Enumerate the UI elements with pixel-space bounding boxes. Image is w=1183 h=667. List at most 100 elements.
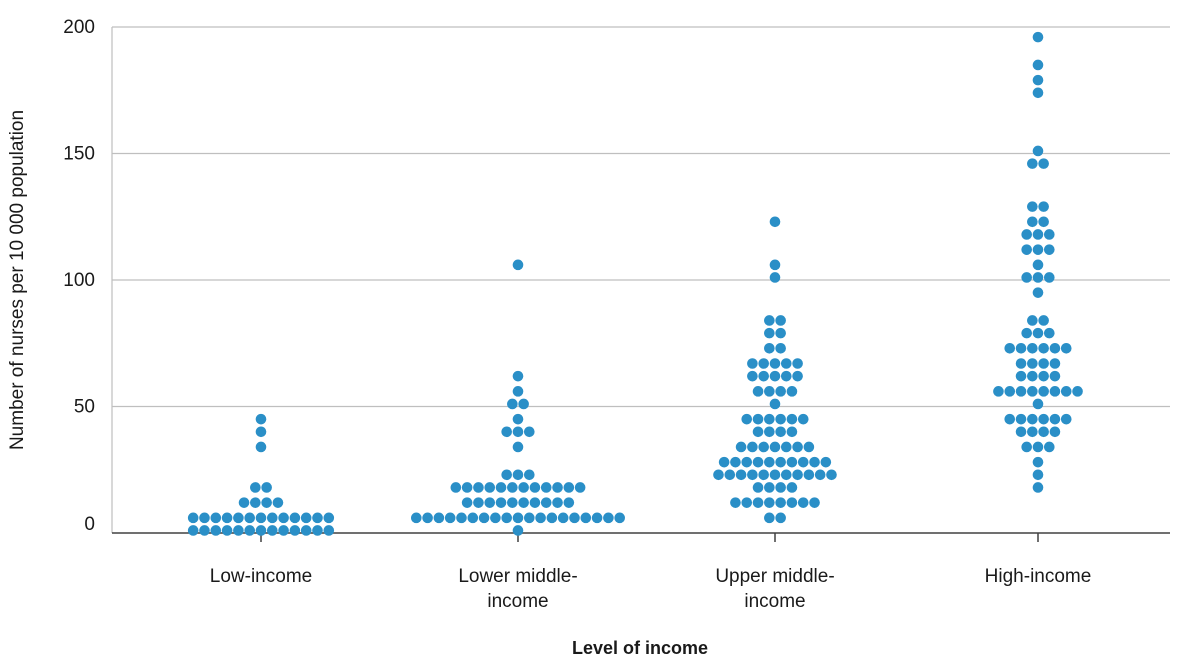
data-point [512, 426, 524, 438]
data-point [456, 512, 467, 524]
data-point [775, 482, 786, 493]
data-point [221, 512, 233, 524]
data-point [512, 386, 524, 397]
data-point [797, 497, 809, 508]
data-point [278, 525, 289, 536]
data-point [1027, 358, 1038, 369]
data-point [512, 259, 524, 271]
data-point [1004, 386, 1016, 397]
data-point [752, 497, 764, 508]
data-point [272, 497, 284, 508]
data-point [1021, 272, 1032, 283]
data-point [820, 456, 832, 468]
data-point [1015, 386, 1027, 397]
data-point [1038, 216, 1049, 228]
data-point [422, 512, 433, 524]
data-point [312, 525, 323, 536]
data-point [512, 413, 524, 425]
data-point [1044, 327, 1055, 339]
data-point [747, 370, 758, 382]
data-point [312, 512, 323, 524]
data-point [775, 413, 786, 425]
data-point [323, 512, 335, 524]
data-point [1044, 244, 1055, 255]
data-point [752, 482, 764, 493]
data-point [752, 426, 764, 438]
data-point [1032, 145, 1044, 157]
data-point [775, 426, 786, 438]
y-axis-ticks: 0 50 100 150 200 [63, 17, 95, 535]
data-point [1038, 413, 1049, 425]
data-point [769, 216, 781, 228]
data-point [433, 512, 445, 524]
data-point [758, 441, 769, 453]
data-point [769, 398, 781, 410]
data-point [1027, 413, 1038, 425]
data-point [1044, 229, 1055, 240]
data-point [758, 370, 769, 382]
data-point [614, 512, 625, 524]
data-point [278, 512, 289, 524]
data-point [713, 469, 724, 481]
data-point [261, 482, 272, 493]
data-point [1032, 469, 1044, 481]
data-point [518, 482, 529, 493]
data-point [752, 386, 764, 397]
data-point [1021, 229, 1032, 240]
data-point [261, 497, 272, 508]
data-point [495, 482, 507, 493]
data-point [267, 512, 278, 524]
data-point [244, 525, 255, 536]
data-point [233, 525, 244, 536]
data-point [764, 327, 775, 339]
data-point [524, 512, 535, 524]
data-point [786, 456, 798, 468]
x-axis-title: Level of income [572, 638, 708, 658]
data-point [1032, 456, 1044, 468]
data-point [1027, 426, 1038, 438]
data-point [1032, 244, 1044, 255]
data-point [781, 370, 792, 382]
data-point [1032, 74, 1044, 86]
data-point [473, 482, 484, 493]
data-point [718, 456, 730, 468]
data-point [557, 512, 569, 524]
data-point [826, 469, 837, 481]
data-point [781, 358, 792, 369]
data-point [250, 497, 261, 508]
data-point [797, 456, 809, 468]
data-point [473, 497, 484, 508]
data-point [1049, 413, 1061, 425]
data-point [512, 525, 524, 536]
data-point [1015, 358, 1027, 369]
data-point [764, 343, 775, 354]
data-point [803, 469, 815, 481]
data-point [478, 512, 490, 524]
data-point [563, 482, 575, 493]
data-points [187, 31, 1083, 536]
data-point [1044, 441, 1055, 453]
data-point [512, 441, 524, 453]
data-point [1049, 343, 1061, 354]
data-point [1032, 482, 1044, 493]
y-tick-label: 150 [63, 144, 95, 165]
data-point [210, 512, 222, 524]
data-point [603, 512, 614, 524]
data-point [501, 426, 512, 438]
data-point [786, 497, 798, 508]
data-point [786, 386, 798, 397]
data-point [1021, 327, 1032, 339]
data-point [495, 497, 507, 508]
data-point [764, 497, 775, 508]
data-point [1060, 386, 1072, 397]
data-point [540, 482, 552, 493]
data-point [1032, 398, 1044, 410]
data-point [244, 512, 255, 524]
data-point [1060, 343, 1072, 354]
data-point [512, 370, 524, 382]
data-point [769, 469, 781, 481]
data-point [786, 482, 798, 493]
x-category-label: income [744, 591, 805, 612]
data-point [255, 512, 267, 524]
